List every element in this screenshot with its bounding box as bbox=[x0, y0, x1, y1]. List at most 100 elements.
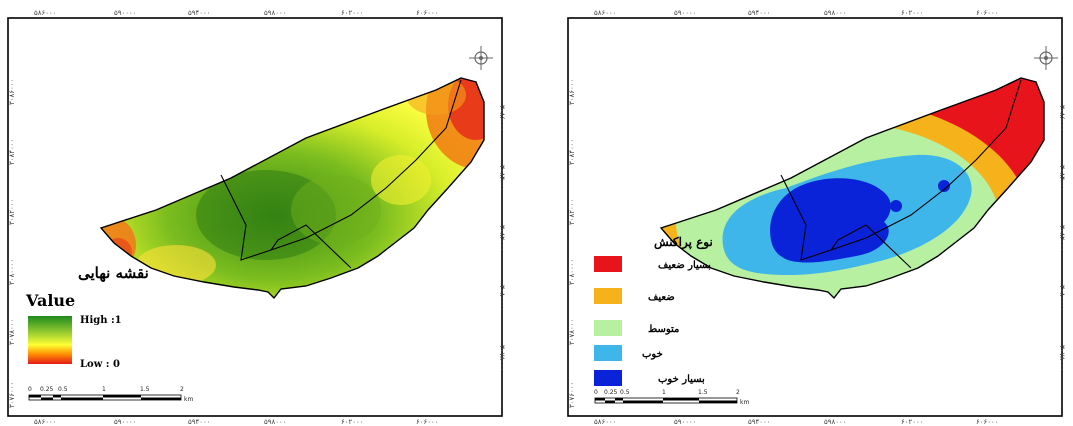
legend-label: ضعیف bbox=[648, 292, 675, 303]
top-coordinate-ticks: ۵۸۶۰۰۰ ۵۹۰۰۰۰ ۵۹۴۰۰۰ ۵۹۸۰۰۰ ۶۰۲۰۰۰ ۶۰۶۰۰… bbox=[34, 9, 439, 17]
tick-label: ۳۰۸۲۰۰۰ bbox=[568, 199, 576, 225]
scale-unit: km bbox=[184, 396, 193, 403]
tick-label: ۶۰۶۰۰۰ bbox=[976, 9, 999, 17]
legend-color-ramp bbox=[28, 316, 72, 364]
tick-label: ۳۰۸۰۰۰۰ bbox=[568, 259, 576, 285]
tick-label: ۳۰۷۸۰۰۰ bbox=[1058, 345, 1066, 371]
scale-label: 1 bbox=[102, 386, 106, 393]
scale-label: 1.5 bbox=[140, 386, 150, 393]
distribution-map-panel: ۵۸۶۰۰۰ ۵۹۰۰۰۰ ۵۹۴۰۰۰ ۵۹۸۰۰۰ ۶۰۲۰۰۰ ۶۰۶۰۰… bbox=[566, 9, 1066, 426]
tick-label: ۳۰۷۸۰۰۰ bbox=[568, 319, 576, 345]
tick-label: ۳۰۷۶۰۰۰ bbox=[8, 382, 16, 408]
legend-class-weak: ضعیف bbox=[594, 288, 675, 304]
subbasin-boundaries bbox=[830, 224, 912, 269]
bottom-coordinate-ticks: ۵۸۶۰۰۰ ۵۹۰۰۰۰ ۵۹۴۰۰۰ ۵۹۸۰۰۰ ۶۰۲۰۰۰ ۶۰۶۰۰… bbox=[34, 418, 439, 426]
tick-label: ۳۰۸۰۰۰۰ bbox=[1058, 285, 1066, 311]
tick-label: ۵۸۶۰۰۰ bbox=[34, 9, 57, 17]
legend-value-label: Value bbox=[25, 291, 75, 310]
final-map-panel: ۵۸۶۰۰۰ ۵۹۰۰۰۰ ۵۹۴۰۰۰ ۵۹۸۰۰۰ ۶۰۲۰۰۰ ۶۰۶۰۰… bbox=[6, 9, 506, 426]
tick-label: ۵۹۸۰۰۰ bbox=[824, 9, 847, 17]
tick-label: ۳۰۸۶۰۰۰ bbox=[568, 79, 576, 105]
distribution-map-svg: ۵۸۶۰۰۰ ۵۹۰۰۰۰ ۵۹۴۰۰۰ ۵۹۸۰۰۰ ۶۰۲۰۰۰ ۶۰۶۰۰… bbox=[567, 9, 1066, 426]
final-map-svg: ۵۸۶۰۰۰ ۵۹۰۰۰۰ ۵۹۴۰۰۰ ۵۹۸۰۰۰ ۶۰۲۰۰۰ ۶۰۶۰۰… bbox=[7, 9, 506, 426]
tick-label: ۶۰۲۰۰۰ bbox=[341, 9, 364, 17]
tick-label: ۳۰۸۲۰۰۰ bbox=[8, 199, 16, 225]
scale-unit: km bbox=[740, 399, 749, 406]
tick-label: ۳۰۸۶۰۰۰ bbox=[8, 79, 16, 105]
scale-label: 0.25 bbox=[40, 386, 54, 393]
tick-label: ۳۰۸۴۰۰۰ bbox=[568, 139, 576, 165]
tick-label: ۵۹۸۰۰۰ bbox=[824, 418, 847, 426]
tick-label: ۳۰۸۶۰۰۰ bbox=[498, 105, 506, 131]
legend-class-very-good: بسیار خوب bbox=[594, 370, 705, 386]
legend-class-very-weak: بسیار ضعیف bbox=[594, 256, 711, 272]
tick-label: ۳۰۷۸۰۰۰ bbox=[8, 319, 16, 345]
tick-label: ۳۰۷۸۰۰۰ bbox=[498, 345, 506, 371]
legend-label: بسیار ضعیف bbox=[658, 260, 711, 271]
scale-label: 2 bbox=[736, 389, 740, 396]
north-arrow-icon bbox=[1034, 46, 1058, 70]
scale-bar: 0 0.25 0.5 1 1.5 2 km bbox=[594, 389, 749, 406]
top-coordinate-ticks: ۵۸۶۰۰۰ ۵۹۰۰۰۰ ۵۹۴۰۰۰ ۵۹۸۰۰۰ ۶۰۲۰۰۰ ۶۰۶۰۰… bbox=[594, 9, 999, 17]
legend-class-good: خوب bbox=[594, 345, 663, 361]
tick-label: ۳۰۷۶۰۰۰ bbox=[568, 382, 576, 408]
scale-label: 0.25 bbox=[604, 389, 618, 396]
tick-label: ۶۰۶۰۰۰ bbox=[416, 9, 439, 17]
subbasin-boundaries bbox=[780, 79, 1022, 261]
distribution-zones bbox=[661, 78, 1044, 298]
tick-label: ۵۹۴۰۰۰ bbox=[748, 9, 771, 17]
tick-label: ۵۹۸۰۰۰ bbox=[264, 9, 287, 17]
right-coordinate-ticks: ۳۰۸۶۰۰۰ ۳۰۸۴۰۰۰ ۳۰۸۲۰۰۰ ۳۰۸۰۰۰۰ ۳۰۷۸۰۰۰ bbox=[498, 105, 506, 371]
legend-label: متوسط bbox=[648, 324, 679, 335]
tick-label: ۵۹۴۰۰۰ bbox=[748, 418, 771, 426]
tick-label: ۳۰۸۴۰۰۰ bbox=[8, 139, 16, 165]
tick-label: ۳۰۸۲۰۰۰ bbox=[1058, 225, 1066, 251]
tick-label: ۵۹۴۰۰۰ bbox=[188, 418, 211, 426]
tick-label: ۵۹۰۰۰۰ bbox=[674, 418, 697, 426]
scale-bar: 0 0.25 0.5 1 1.5 2 km bbox=[28, 386, 193, 403]
zone-very-good bbox=[770, 178, 891, 263]
tick-label: ۳۰۸۴۰۰۰ bbox=[1058, 165, 1066, 191]
right-coordinate-ticks: ۳۰۸۶۰۰۰ ۳۰۸۴۰۰۰ ۳۰۸۲۰۰۰ ۳۰۸۰۰۰۰ ۳۰۷۸۰۰۰ bbox=[1058, 105, 1066, 371]
tick-label: ۳۰۸۴۰۰۰ bbox=[498, 165, 506, 191]
bottom-coordinate-ticks: ۵۸۶۰۰۰ ۵۹۰۰۰۰ ۵۹۴۰۰۰ ۵۹۸۰۰۰ ۶۰۲۰۰۰ ۶۰۶۰۰… bbox=[594, 418, 999, 426]
legend-class-medium: متوسط bbox=[594, 320, 679, 336]
tick-label: ۵۹۰۰۰۰ bbox=[114, 9, 137, 17]
scale-label: 1 bbox=[662, 389, 666, 396]
scale-label: 1.5 bbox=[698, 389, 708, 396]
subbasin-boundaries bbox=[270, 224, 352, 269]
tick-label: ۳۰۸۰۰۰۰ bbox=[8, 259, 16, 285]
tick-label: ۵۹۰۰۰۰ bbox=[114, 418, 137, 426]
north-arrow-icon bbox=[469, 46, 493, 70]
map-frame bbox=[7, 17, 503, 417]
tick-label: ۶۰۶۰۰۰ bbox=[976, 418, 999, 426]
tick-label: ۳۰۸۲۰۰۰ bbox=[498, 225, 506, 251]
study-area-outline bbox=[659, 77, 1045, 300]
legend-title: نقشه نهایی bbox=[78, 264, 149, 282]
tick-label: ۵۹۴۰۰۰ bbox=[188, 9, 211, 17]
scale-label: 0.5 bbox=[620, 389, 630, 396]
legend-low-label: Low : 0 bbox=[80, 359, 120, 370]
study-area-outline bbox=[99, 77, 485, 300]
tick-label: ۵۹۰۰۰۰ bbox=[674, 9, 697, 17]
scale-label: 0.5 bbox=[58, 386, 68, 393]
tick-label: ۵۸۶۰۰۰ bbox=[594, 9, 617, 17]
tick-label: ۶۰۲۰۰۰ bbox=[901, 418, 924, 426]
scale-label: 0 bbox=[594, 389, 598, 396]
legend-label: خوب bbox=[642, 349, 663, 360]
tick-label: ۳۰۸۶۰۰۰ bbox=[1058, 105, 1066, 131]
tick-label: ۶۰۲۰۰۰ bbox=[901, 9, 924, 17]
tick-label: ۶۰۲۰۰۰ bbox=[341, 418, 364, 426]
map-frame bbox=[567, 17, 1063, 417]
tick-label: ۵۹۸۰۰۰ bbox=[264, 418, 287, 426]
left-coordinate-ticks: ۳۰۸۶۰۰۰ ۳۰۸۴۰۰۰ ۳۰۸۲۰۰۰ ۳۰۸۰۰۰۰ ۳۰۷۸۰۰۰ … bbox=[8, 79, 16, 408]
legend-title: نوع پراکنش bbox=[654, 235, 713, 250]
tick-label: ۵۸۶۰۰۰ bbox=[34, 418, 57, 426]
scale-label: 2 bbox=[180, 386, 184, 393]
tick-label: ۳۰۸۰۰۰۰ bbox=[498, 285, 506, 311]
legend-high-label: High :1 bbox=[80, 315, 122, 326]
scale-label: 0 bbox=[28, 386, 32, 393]
subbasin-boundaries bbox=[220, 79, 462, 261]
tick-label: ۵۸۶۰۰۰ bbox=[594, 418, 617, 426]
left-coordinate-ticks: ۳۰۸۶۰۰۰ ۳۰۸۴۰۰۰ ۳۰۸۲۰۰۰ ۳۰۸۰۰۰۰ ۳۰۷۸۰۰۰ … bbox=[568, 79, 576, 408]
